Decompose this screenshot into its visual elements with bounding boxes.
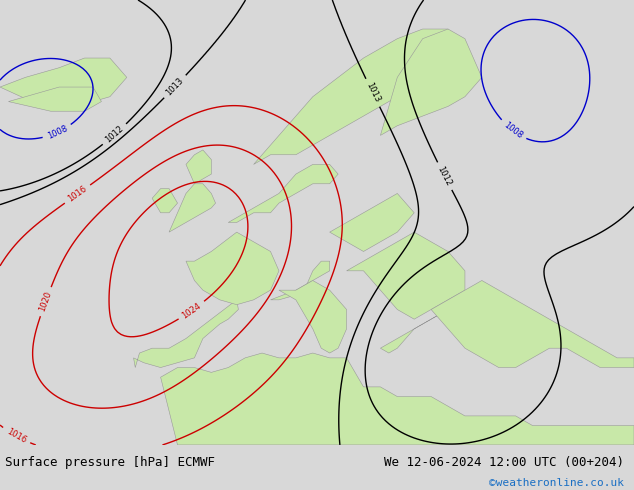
Polygon shape	[186, 150, 211, 184]
Polygon shape	[160, 353, 634, 445]
Polygon shape	[271, 261, 330, 300]
Text: 1020: 1020	[38, 290, 53, 313]
Text: 1013: 1013	[164, 76, 186, 98]
Polygon shape	[330, 194, 414, 251]
Polygon shape	[380, 310, 448, 353]
Text: 1016: 1016	[67, 184, 89, 204]
Text: We 12-06-2024 12:00 UTC (00+204): We 12-06-2024 12:00 UTC (00+204)	[384, 456, 624, 468]
Text: 1008: 1008	[502, 121, 524, 141]
Polygon shape	[186, 232, 279, 305]
Polygon shape	[431, 280, 634, 368]
Polygon shape	[0, 58, 127, 106]
Text: 1016: 1016	[5, 427, 28, 445]
Polygon shape	[134, 300, 238, 368]
Polygon shape	[228, 165, 338, 222]
Text: Surface pressure [hPa] ECMWF: Surface pressure [hPa] ECMWF	[5, 456, 215, 468]
Text: 1008: 1008	[46, 124, 69, 141]
Polygon shape	[254, 29, 465, 165]
Polygon shape	[8, 87, 101, 111]
Text: 1012: 1012	[436, 165, 453, 188]
Text: 1012: 1012	[104, 124, 126, 145]
Text: 1024: 1024	[181, 301, 203, 320]
Polygon shape	[347, 232, 465, 319]
Polygon shape	[169, 184, 216, 232]
Polygon shape	[152, 189, 178, 213]
Text: 1013: 1013	[364, 81, 382, 104]
Polygon shape	[279, 280, 347, 353]
Polygon shape	[380, 29, 482, 135]
Text: ©weatheronline.co.uk: ©weatheronline.co.uk	[489, 478, 624, 488]
